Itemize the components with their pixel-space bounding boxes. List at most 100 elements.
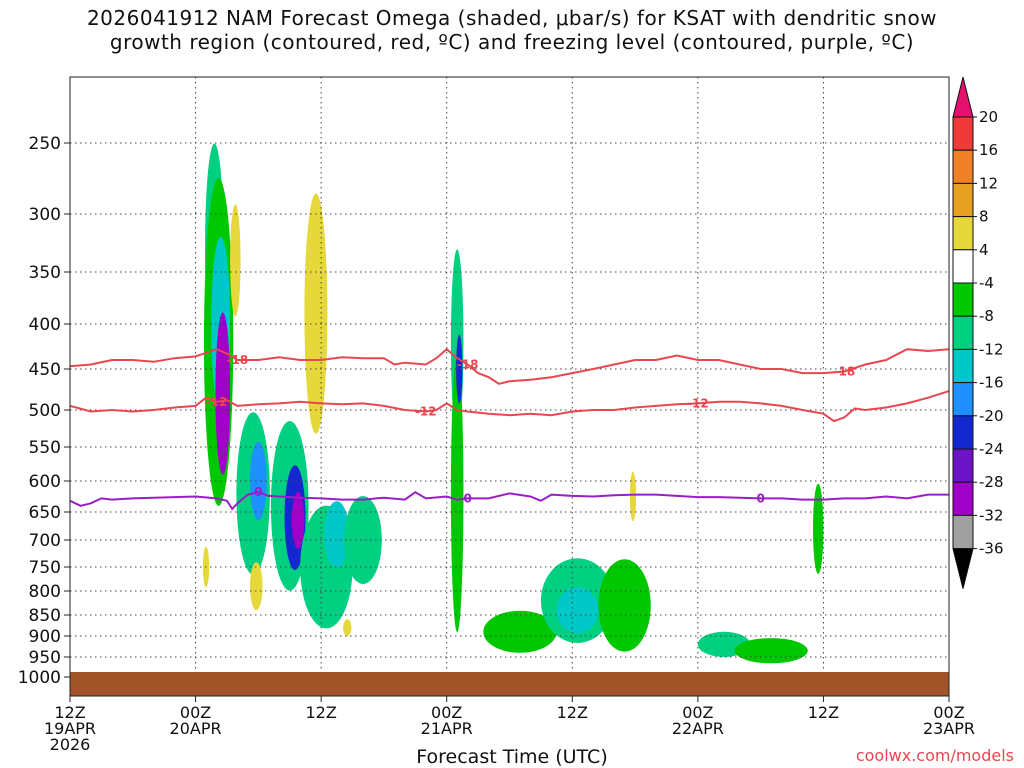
x-tick-label: 00Z	[933, 703, 964, 722]
omega-blob-9	[291, 491, 305, 549]
omega-blob-24	[812, 483, 824, 574]
title-line-2: growth region (contoured, red, ºC) and f…	[109, 30, 915, 54]
y-tick-label: 400	[29, 315, 61, 335]
x-axis-title: Forecast Time (UTC)	[416, 746, 608, 768]
colorbar-top-arrow	[952, 76, 974, 118]
colorbar-swatch	[952, 514, 974, 550]
colorbar-swatch	[952, 249, 974, 284]
y-tick-label: 800	[29, 582, 61, 602]
colorbar-swatch	[952, 149, 974, 184]
colorbar-swatch	[952, 481, 974, 516]
omega-blob-21	[629, 471, 637, 522]
omega-blob-6	[249, 442, 267, 520]
colorbar-label: 16	[979, 141, 998, 159]
x-tick-label: 12Z	[557, 703, 588, 722]
x-tick-label: 21APR	[421, 719, 473, 738]
x-tick-label: 20APR	[170, 719, 222, 738]
omega-blob-12	[324, 501, 350, 568]
plot-frame	[69, 76, 950, 697]
colorbar-label: -36	[979, 540, 1004, 558]
contour-label: 0	[463, 491, 471, 505]
colorbar-legend: 20 16 12 8 4 -4 -8 -12 -16 -20 -24 -28 -32 -36	[952, 76, 1004, 589]
omega-blob-13	[344, 496, 382, 584]
colorbar-label: -4	[979, 274, 994, 292]
title-line-1: 2026041912 NAM Forecast Omega (shaded, μ…	[86, 6, 938, 30]
omega-blob-19	[556, 587, 599, 634]
omega-blob-15	[450, 354, 464, 633]
colorbar-label: -32	[979, 506, 1004, 524]
y-tick-label: 250	[29, 134, 61, 154]
x-tick-label: 12Z	[305, 703, 336, 722]
y-tick-label: 900	[29, 627, 61, 647]
y-axis-ticks: 2503003504004505005506006507007508008509…	[18, 134, 70, 688]
y-tick-label: 450	[29, 360, 61, 380]
colorbar-swatch	[952, 448, 974, 483]
colorbar-swatch	[952, 182, 974, 218]
y-tick-label: 950	[29, 648, 61, 668]
colorbar-label: 20	[979, 108, 998, 126]
x-tick-label: 23APR	[923, 719, 975, 738]
y-tick-label: 550	[29, 438, 61, 458]
y-tick-label: 600	[29, 472, 61, 492]
omega-blob-10	[304, 193, 328, 434]
dgz_minus12-contour	[70, 390, 949, 423]
colorbar-label: -20	[979, 407, 1004, 425]
colorbar-label: 4	[979, 241, 989, 259]
omega-blob-4	[230, 204, 241, 317]
colorbar-swatch	[952, 415, 974, 450]
y-tick-label: 500	[29, 401, 61, 421]
y-tick-label: 750	[29, 558, 61, 578]
ground-surface	[70, 672, 949, 696]
y-tick-label: 850	[29, 606, 61, 626]
contour-label: -12	[206, 395, 228, 409]
omega-shading	[202, 143, 824, 664]
y-tick-label: 300	[29, 205, 61, 225]
y-tick-label: 350	[29, 263, 61, 283]
contour-label: -18	[834, 364, 856, 378]
gridlines	[69, 77, 950, 696]
colorbar-swatch	[952, 116, 974, 151]
omega-blob-26	[249, 562, 263, 611]
contour-label: 0	[756, 491, 764, 505]
colorbar-swatch	[952, 315, 974, 350]
x-tick-label: 2026	[50, 735, 91, 754]
omega-blob-16	[456, 334, 463, 404]
omega-blob-27	[343, 619, 352, 636]
contour-label: -18	[227, 353, 249, 367]
colorbar-swatch	[952, 348, 974, 384]
y-tick-label: 1000	[18, 668, 61, 688]
omega-blob-3	[215, 312, 231, 475]
y-tick-label: 700	[29, 531, 61, 551]
contour-label: 0	[254, 485, 262, 499]
omega-blob-23	[734, 638, 808, 664]
x-tick-label: 12Z	[54, 703, 85, 722]
colorbar-label: 12	[979, 174, 998, 192]
credit-text: coolwx.com/models	[855, 746, 1014, 765]
freezing_level-contour	[70, 491, 949, 511]
contour-label: -12	[415, 404, 437, 418]
y-tick-label: 650	[29, 503, 61, 523]
x-tick-label: 00Z	[431, 703, 462, 722]
omega-blob-17	[483, 610, 557, 653]
colorbar-label: -12	[979, 340, 1004, 358]
colorbar-label: 8	[979, 208, 989, 226]
contour-label: -18	[457, 358, 479, 372]
colorbar-swatch	[952, 216, 974, 251]
omega-blob-20	[598, 559, 651, 652]
colorbar-swatch	[952, 382, 974, 417]
colorbar-label: -28	[979, 473, 1004, 491]
dgz_minus18-contour	[70, 347, 949, 385]
colorbar-label: -24	[979, 440, 1004, 458]
contour-label: -12	[687, 396, 709, 410]
x-tick-label: 00Z	[682, 703, 713, 722]
x-tick-label: 22APR	[672, 719, 724, 738]
x-tick-label: 12Z	[808, 703, 839, 722]
colorbar-swatch	[952, 282, 974, 317]
colorbar-label: -16	[979, 374, 1004, 392]
x-tick-label: 00Z	[180, 703, 211, 722]
colorbar-bottom-arrow	[952, 548, 974, 589]
colorbar-label: -8	[979, 307, 994, 325]
chart-title: 2026041912 NAM Forecast Omega (shaded, μ…	[0, 6, 1024, 54]
